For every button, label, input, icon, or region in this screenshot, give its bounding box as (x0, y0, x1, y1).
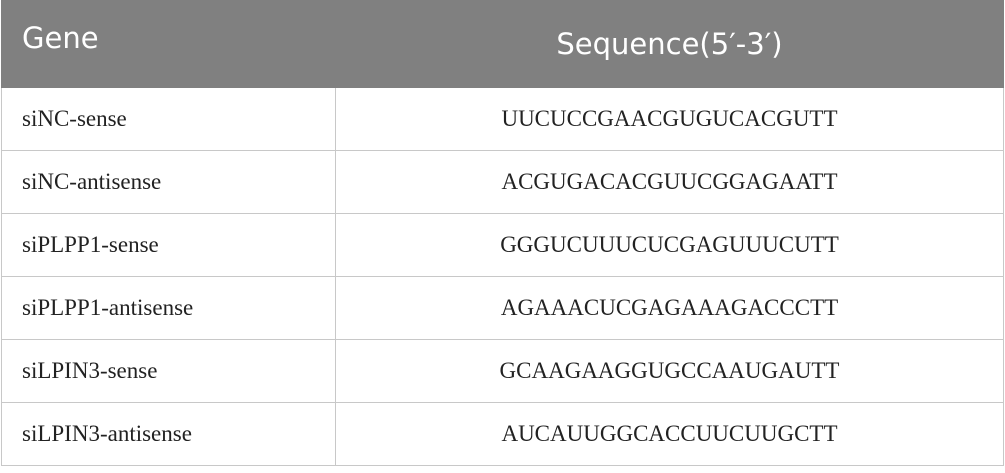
table-row: siPLPP1-antisense AGAAACUCGAGAAAGACCCTT (1, 276, 1004, 340)
sequence-cell: UUCUCCGAACGUGUCACGUTT (335, 87, 1004, 151)
sequence-cell: GGGUCUUUCUCGAGUUUCUTT (335, 213, 1004, 277)
table-row: siNC-antisense ACGUGACACGUUCGGAGAATT (1, 150, 1004, 214)
header-cell: Gene (1, 0, 336, 88)
sequence-cell: ACGUGACACGUUCGGAGAATT (335, 150, 1004, 214)
sequence-cell: AUCAUUGGCACCUUCUUGCTT (335, 402, 1004, 466)
header-cell: Sequence(5′-3′) (335, 0, 1004, 88)
table-row: siLPIN3-antisense AUCAUUGGCACCUUCUUGCTT (1, 402, 1004, 466)
gene-cell: siNC-antisense (1, 150, 336, 214)
gene-cell: siLPIN3-sense (1, 339, 336, 403)
gene-cell: siPLPP1-sense (1, 213, 336, 277)
sequence-cell: AGAAACUCGAGAAAGACCCTT (335, 276, 1004, 340)
gene-cell: siPLPP1-antisense (1, 276, 336, 340)
sequence-cell: GCAAGAAGGUGCCAAUGAUTT (335, 339, 1004, 403)
table-row: siPLPP1-sense GGGUCUUUCUCGAGUUUCUTT (1, 213, 1004, 277)
gene-cell: siLPIN3-antisense (1, 402, 336, 466)
gene-cell: siNC-sense (1, 87, 336, 151)
header-row: Gene Sequence(5′-3′) (1, 0, 1004, 88)
table-row: siNC-sense UUCUCCGAACGUGUCACGUTT (1, 87, 1004, 151)
table-body: siNC-sense UUCUCCGAACGUGUCACGUTT siNC-anti… (1, 87, 1004, 466)
table-row: siLPIN3-sense GCAAGAAGGUGCCAAUGAUTT (1, 339, 1004, 403)
